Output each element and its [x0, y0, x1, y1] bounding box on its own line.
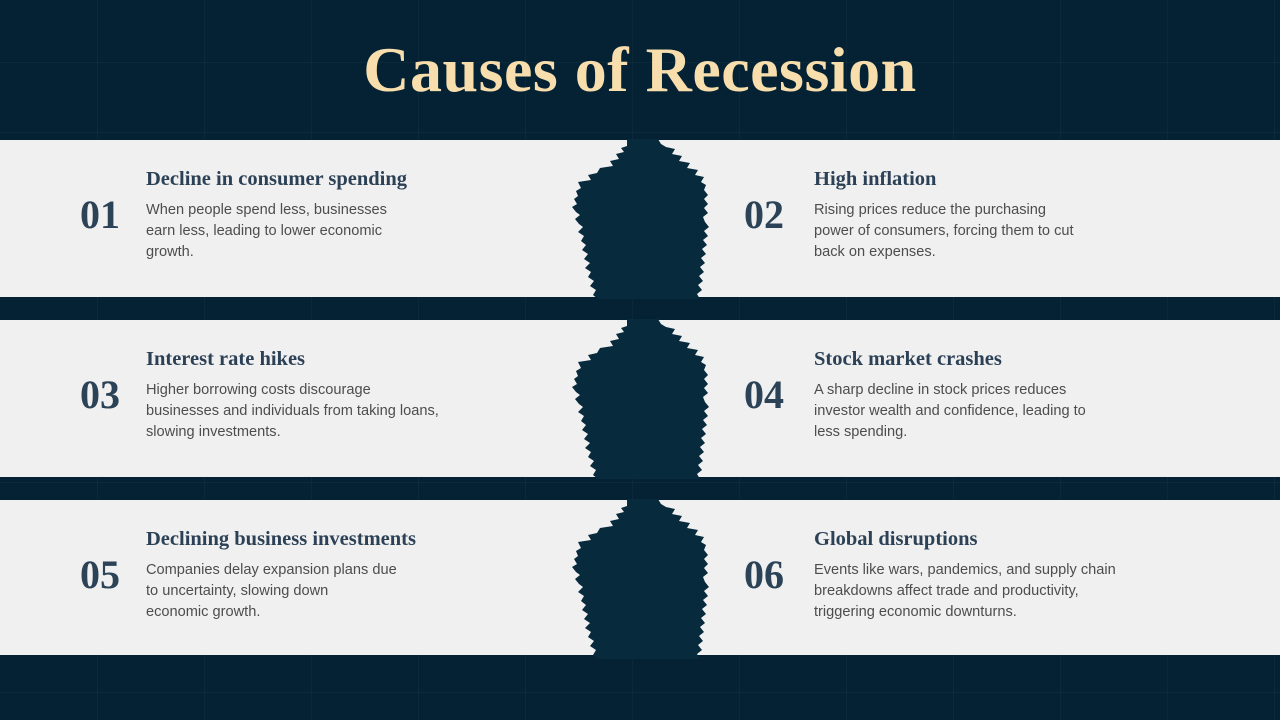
cause-text-04: Stock market crashes A sharp decline in … — [814, 320, 1230, 444]
cause-body-05: Companies delay expansion plans due to u… — [146, 561, 397, 621]
cause-body-06: Events like wars, pandemics, and supply … — [814, 561, 1116, 621]
cause-body-03: Higher borrowing costs discourage busine… — [146, 381, 439, 441]
cause-number-04: 04 — [744, 372, 784, 417]
cause-heading-03: Interest rate hikes — [146, 348, 306, 370]
cause-item-06: 06 Global disruptions Events like wars, … — [730, 500, 1230, 655]
cause-body-04: A sharp decline in stock prices reduces … — [814, 381, 1086, 441]
cause-item-01: 01 Decline in consumer spending When peo… — [58, 140, 538, 297]
cause-body-02: Rising prices reduce the purchasing powe… — [814, 201, 1074, 261]
page-title: Causes of Recession — [363, 34, 917, 105]
cause-heading-05: Declining business investments — [146, 528, 416, 550]
cause-number-01: 01 — [80, 192, 120, 237]
cause-body-01: When people spend less, businesses earn … — [146, 201, 387, 261]
cause-text-06: Global disruptions Events like wars, pan… — [814, 500, 1230, 624]
cause-number-06: 06 — [744, 552, 784, 597]
cause-item-04: 04 Stock market crashes A sharp decline … — [730, 320, 1230, 477]
cause-heading-01: Decline in consumer spending — [146, 168, 408, 190]
cause-heading-04: Stock market crashes — [814, 348, 1002, 370]
cause-text-01: Decline in consumer spending When people… — [146, 140, 538, 264]
cause-item-03: 03 Interest rate hikes Higher borrowing … — [58, 320, 538, 477]
cause-number-05: 05 — [80, 552, 120, 597]
cause-text-05: Declining business investments Companies… — [146, 500, 538, 624]
cause-number-03: 03 — [80, 372, 120, 417]
cause-number-02: 02 — [744, 192, 784, 237]
cause-text-02: High inflation Rising prices reduce the … — [814, 140, 1230, 264]
cause-item-02: 02 High inflation Rising prices reduce t… — [730, 140, 1230, 297]
cause-heading-02: High inflation — [814, 168, 937, 190]
cause-heading-06: Global disruptions — [814, 528, 978, 550]
cause-text-03: Interest rate hikes Higher borrowing cos… — [146, 320, 538, 444]
title-bar: Causes of Recession — [0, 0, 1280, 140]
cause-item-05: 05 Declining business investments Compan… — [58, 500, 538, 655]
